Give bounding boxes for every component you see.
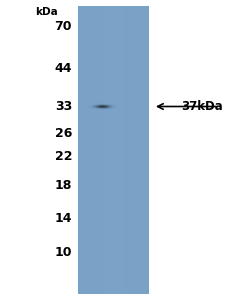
Text: 37kDa: 37kDa xyxy=(181,100,223,113)
Text: 18: 18 xyxy=(55,179,72,192)
Text: 33: 33 xyxy=(55,100,72,113)
Text: 10: 10 xyxy=(54,246,72,259)
Text: 44: 44 xyxy=(54,62,72,76)
Text: 26: 26 xyxy=(55,127,72,140)
Text: 22: 22 xyxy=(54,149,72,163)
Text: 70: 70 xyxy=(54,20,72,34)
Text: 14: 14 xyxy=(54,212,72,226)
Text: kDa: kDa xyxy=(35,7,57,16)
